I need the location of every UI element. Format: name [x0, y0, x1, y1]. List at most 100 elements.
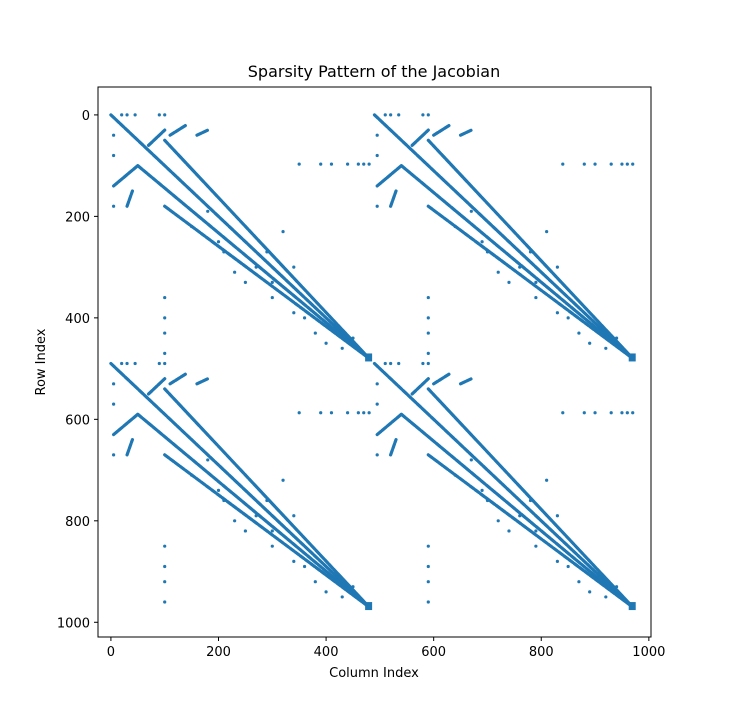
nonzero-point [292, 311, 296, 315]
nonzero-point [496, 519, 500, 523]
nonzero-point [302, 316, 307, 320]
nonzero-band [146, 377, 167, 396]
nonzero-point [125, 113, 129, 117]
nonzero-cluster [365, 353, 373, 362]
nonzero-point [389, 361, 393, 366]
x-tick-label: 400 [314, 645, 339, 660]
nonzero-point [389, 113, 393, 117]
nonzero-point [375, 453, 379, 457]
nonzero-point [206, 458, 210, 462]
nonzero-point [346, 162, 350, 166]
nonzero-point [593, 411, 597, 415]
nonzero-point [319, 411, 323, 415]
x-tick-label: 1000 [632, 645, 665, 660]
nonzero-point [324, 341, 328, 345]
nonzero-point [485, 498, 490, 503]
nonzero-point [609, 162, 613, 166]
nonzero-point [631, 411, 635, 415]
x-tick-label: 0 [107, 645, 115, 660]
nonzero-point [133, 361, 137, 366]
nonzero-band [163, 453, 371, 609]
nonzero-point [375, 204, 379, 208]
nonzero-point [190, 224, 194, 229]
nonzero-point [588, 341, 592, 345]
nonzero-band [432, 372, 452, 386]
data-marks [109, 113, 636, 611]
nonzero-point [577, 580, 581, 584]
nonzero-point [426, 316, 430, 320]
nonzero-point [362, 411, 366, 415]
nonzero-point [335, 575, 339, 579]
nonzero-point [163, 580, 167, 584]
nonzero-point [265, 498, 269, 503]
nonzero-point [163, 600, 167, 604]
nonzero-band [112, 412, 140, 437]
nonzero-point [351, 336, 355, 340]
nonzero-point [528, 250, 533, 254]
nonzero-point [190, 473, 194, 477]
nonzero-cluster [365, 602, 373, 611]
nonzero-point [469, 209, 473, 213]
nonzero-band [458, 377, 473, 386]
nonzero-point [292, 559, 296, 564]
nonzero-point [469, 458, 473, 462]
nonzero-point [545, 478, 549, 482]
nonzero-point [302, 564, 307, 569]
nonzero-point [163, 113, 167, 117]
nonzero-band [458, 128, 473, 137]
nonzero-band [410, 377, 430, 396]
x-axis-title: Column Index [329, 666, 419, 681]
nonzero-point [614, 336, 619, 340]
nonzero-point [270, 544, 274, 548]
nonzero-band [399, 412, 635, 609]
nonzero-point [426, 580, 430, 584]
nonzero-point [566, 564, 570, 569]
nonzero-band [426, 453, 635, 609]
nonzero-point [319, 162, 323, 166]
nonzero-point [375, 133, 379, 137]
nonzero-point [265, 250, 269, 254]
y-tick-label: 200 [65, 210, 90, 225]
y-tick-label: 800 [65, 515, 90, 530]
nonzero-point [453, 224, 457, 229]
y-axis: 0 200 400 600 800 1000 [57, 109, 98, 631]
y-tick-label: 0 [82, 109, 90, 124]
x-tick-label: 800 [529, 645, 554, 660]
nonzero-point [362, 162, 366, 166]
nonzero-point [609, 411, 613, 415]
nonzero-point [340, 595, 344, 599]
y-axis-title: Row Index [34, 328, 49, 395]
nonzero-point [222, 250, 226, 254]
x-axis: 0 200 400 600 800 1000 [107, 637, 665, 660]
nonzero-point [507, 529, 511, 533]
nonzero-point [598, 326, 603, 330]
nonzero-point [593, 162, 597, 166]
nonzero-band [125, 189, 135, 208]
nonzero-point [534, 544, 538, 548]
nonzero-band [399, 164, 635, 361]
nonzero-point [555, 311, 559, 315]
nonzero-point [561, 411, 565, 415]
nonzero-band [112, 164, 140, 188]
nonzero-point [566, 316, 570, 320]
nonzero-point [233, 519, 237, 523]
nonzero-point [375, 402, 379, 406]
nonzero-point [367, 162, 371, 166]
nonzero-point [614, 585, 619, 589]
nonzero-point [397, 361, 401, 366]
nonzero-point [297, 411, 301, 415]
nonzero-point [163, 295, 167, 300]
nonzero-point [453, 473, 457, 477]
nonzero-point [243, 280, 247, 284]
nonzero-point [281, 478, 285, 482]
y-tick-label: 400 [65, 312, 90, 327]
nonzero-point [534, 529, 538, 533]
nonzero-point [281, 230, 285, 234]
nonzero-point [356, 411, 360, 415]
block-3 [109, 361, 373, 611]
nonzero-band [375, 412, 403, 437]
nonzero-point [112, 453, 116, 457]
nonzero-band [195, 377, 210, 386]
nonzero-point [582, 411, 586, 415]
